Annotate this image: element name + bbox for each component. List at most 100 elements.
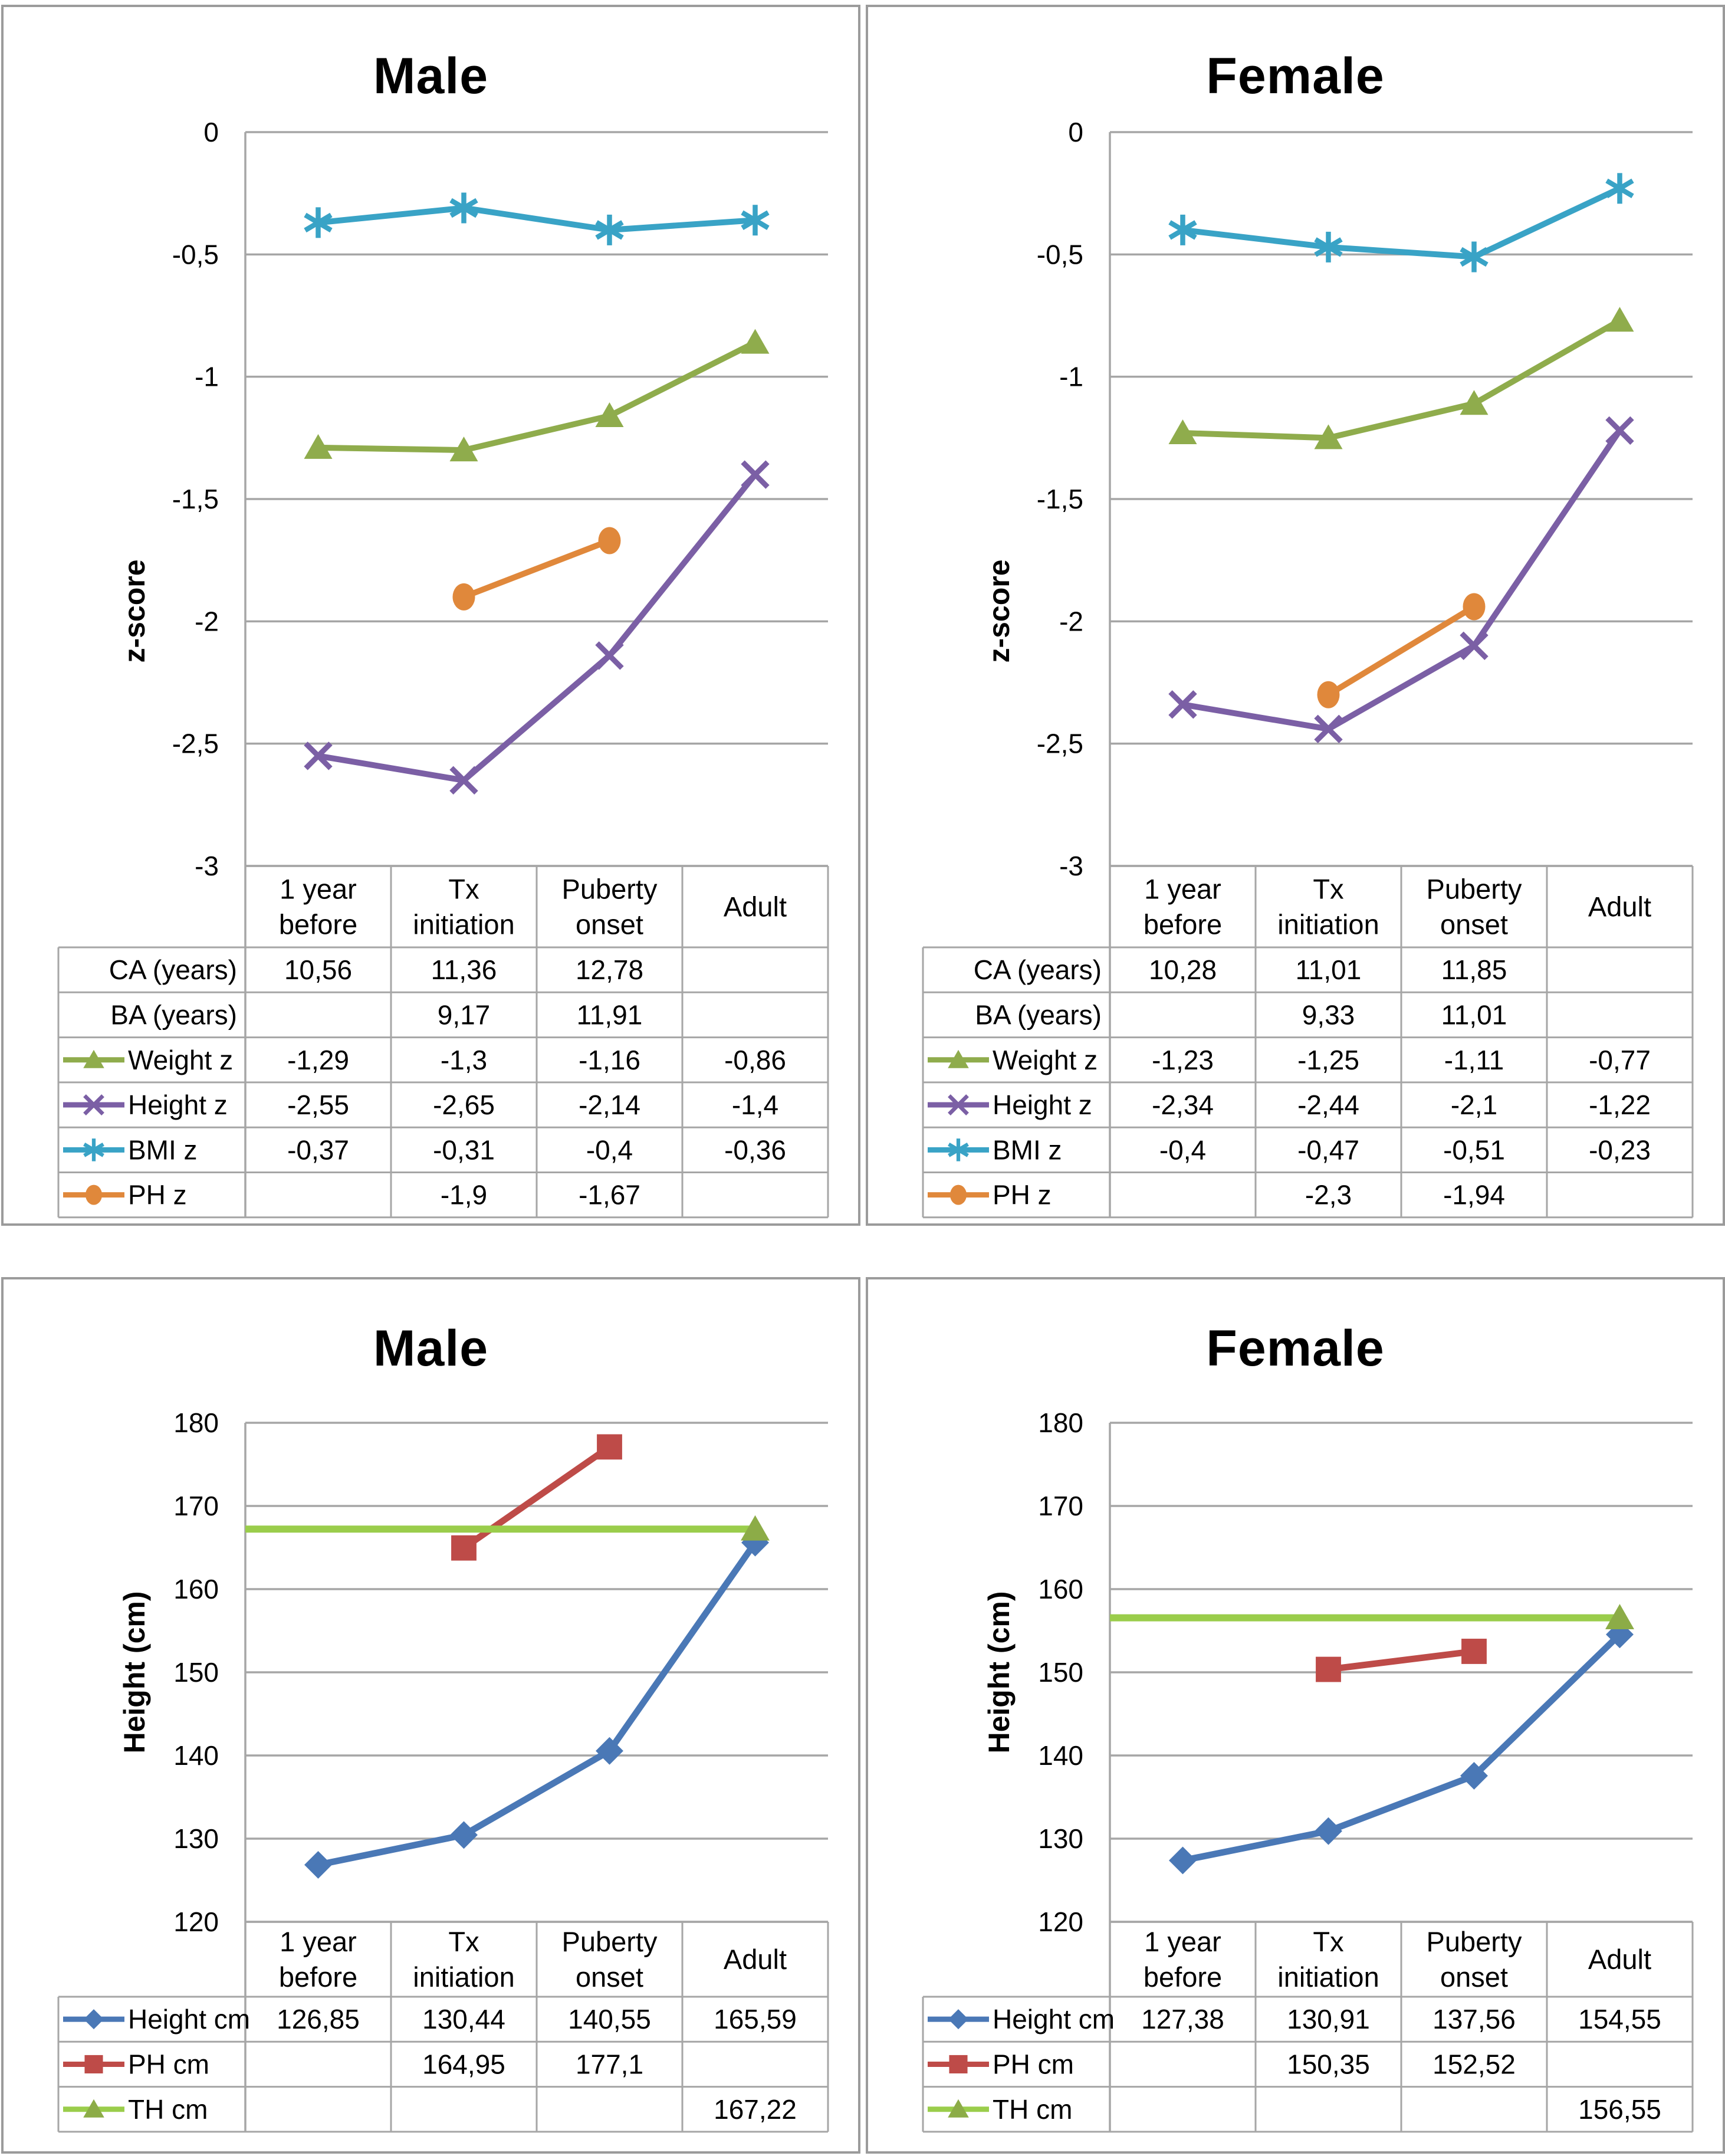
- table-cell-value: -1,9: [441, 1180, 487, 1210]
- legend-triangle-icon: [948, 1049, 969, 1068]
- row-label: BA (years): [110, 999, 237, 1030]
- row-label: Height cm: [128, 2004, 250, 2034]
- series-line-Height-cm: [317, 1541, 758, 1868]
- row-label: PH z: [128, 1180, 187, 1210]
- table-cell-value: 126,85: [277, 2004, 360, 2034]
- marker-x: [595, 641, 624, 670]
- row-label: Height cm: [993, 2004, 1115, 2034]
- legend-square-icon: [949, 2055, 968, 2073]
- category-header: 1 year: [1144, 874, 1221, 905]
- category-header: 1 year: [280, 1926, 357, 1957]
- table-cell-value: -1,25: [1297, 1045, 1359, 1075]
- table-cell-value: -1,4: [732, 1090, 778, 1120]
- table-cell-value: -1,3: [441, 1045, 487, 1075]
- row-label: Weight z: [993, 1045, 1098, 1075]
- y-axis-title: z-score: [983, 559, 1016, 662]
- table-cell-value: 12,78: [576, 954, 643, 985]
- marker-square: [451, 1535, 477, 1561]
- legend-circle-icon: [85, 1184, 103, 1205]
- table-cell-value: -2,65: [433, 1090, 495, 1120]
- y-tick-label: 120: [1038, 1906, 1083, 1937]
- y-tick-label: -0,5: [1037, 239, 1083, 270]
- y-tick-label: 140: [173, 1740, 219, 1771]
- category-header: Tx: [1313, 874, 1343, 905]
- marker-x: [449, 766, 478, 795]
- legend-diamond-icon: [83, 2009, 104, 2030]
- marker-x: [304, 741, 333, 770]
- table-cell-value: 152,52: [1432, 2049, 1516, 2079]
- marker-diamond: [304, 1850, 332, 1879]
- y-tick-label: 130: [1038, 1823, 1083, 1854]
- category-header: onset: [1440, 909, 1508, 940]
- table-cell-value: 164,95: [422, 2049, 505, 2079]
- table-cell-value: 11,36: [431, 954, 497, 985]
- table-cell-value: -2,1: [1451, 1090, 1497, 1120]
- marker-circle: [452, 583, 475, 611]
- series-line-Height-cm: [1182, 1632, 1622, 1864]
- y-tick-label: 170: [1038, 1491, 1083, 1521]
- y-axis-title: Height (cm): [983, 1591, 1016, 1754]
- row-label: CA (years): [109, 954, 237, 985]
- legend-diamond-icon: [948, 2009, 969, 2030]
- marker-asterisk: [1605, 173, 1634, 204]
- table-cell-value: 154,55: [1578, 2004, 1661, 2034]
- table-cell-value: -0,47: [1297, 1134, 1359, 1165]
- marker-circle: [598, 527, 621, 554]
- chart-title: Female: [1206, 1320, 1385, 1377]
- marker-asterisk: [304, 207, 333, 238]
- category-header: before: [1144, 1961, 1222, 1993]
- series-line-BMI-z: [317, 205, 755, 233]
- category-header: Adult: [724, 1944, 787, 1975]
- marker-triangle: [449, 437, 478, 462]
- table-cell-value: -2,14: [579, 1090, 640, 1120]
- row-label: BMI z: [128, 1134, 198, 1165]
- male-height-chart: 180 170 160 150 140 130 120 Height (cm) 1 year be…: [57, 1407, 829, 2133]
- marker-circle: [1463, 593, 1486, 621]
- table-cell-value: -2,44: [1297, 1090, 1359, 1120]
- chart-title: Female: [1206, 48, 1385, 104]
- marker-asterisk: [741, 205, 770, 236]
- marker-x: [1314, 714, 1343, 743]
- table-cell-value: -1,16: [579, 1045, 640, 1075]
- table-cell-value: 140,55: [568, 2004, 651, 2034]
- legend-x-icon: [83, 1094, 104, 1115]
- category-header: Adult: [724, 891, 787, 923]
- y-tick-label: -3: [1059, 851, 1083, 881]
- panel-male-zscore: Male 0 -0,5 -1 -1,5 -2 -2,5 -3 z-score 1 year bef…: [1, 5, 860, 1226]
- marker-x: [1605, 416, 1634, 445]
- row-label: PH cm: [128, 2049, 209, 2079]
- legend-circle-icon: [949, 1184, 967, 1205]
- marker-asterisk: [1168, 214, 1197, 245]
- y-tick-label: -2,5: [1037, 728, 1083, 759]
- legend-triangle-icon: [83, 2099, 104, 2118]
- legend-triangle-icon: [948, 2099, 969, 2118]
- table-cell-value: -1,94: [1443, 1180, 1505, 1210]
- table-cell-value: 11,85: [1441, 954, 1507, 985]
- panel-female-zscore: Female 0 -0,5 -1 -1,5 -2 -2,5 -3 z-score 1 year b…: [866, 5, 1725, 1226]
- legend-asterisk-icon: [948, 1138, 969, 1161]
- marker-triangle: [1168, 419, 1197, 445]
- marker-diamond: [450, 1821, 478, 1849]
- table-cell-value: -1,22: [1589, 1090, 1651, 1120]
- y-tick-label: -3: [195, 851, 219, 881]
- marker-x: [1460, 631, 1489, 660]
- marker-asterisk: [1314, 231, 1343, 262]
- category-header: initiation: [413, 1961, 514, 1993]
- chart-title: Male: [373, 48, 489, 104]
- category-header: initiation: [1277, 1961, 1379, 1993]
- table-cell-value: -1,23: [1152, 1045, 1214, 1075]
- marker-asterisk: [449, 192, 478, 224]
- marker-triangle: [595, 402, 624, 428]
- row-label: PH z: [993, 1180, 1052, 1210]
- panel-male-height: Male 180 170 160 150 140 130 120 Height (cm) 1 y…: [1, 1277, 860, 2154]
- category-header: 1 year: [280, 874, 357, 905]
- table-cell-value: 165,59: [714, 2004, 797, 2034]
- table-cell-value: 150,35: [1287, 2049, 1370, 2079]
- female-zscore-chart: 0 -0,5 -1 -1,5 -2 -2,5 -3 z-score 1 year before Tx…: [922, 117, 1694, 1219]
- marker-x: [741, 460, 770, 489]
- category-header: before: [279, 909, 357, 940]
- marker-triangle: [741, 329, 770, 354]
- category-header: initiation: [1277, 909, 1379, 940]
- marker-triangle: [1605, 307, 1634, 332]
- table-cell-value: -1,11: [1444, 1045, 1504, 1075]
